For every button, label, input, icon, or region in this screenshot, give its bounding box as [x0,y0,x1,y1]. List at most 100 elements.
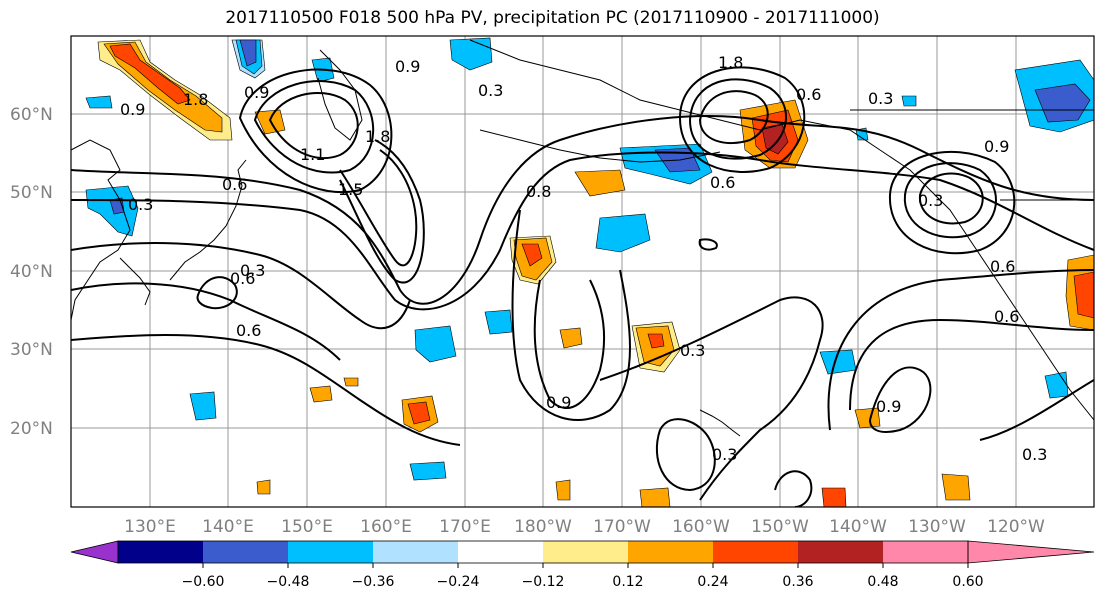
contour-line [918,172,984,225]
contour-line [869,366,932,433]
precip-patch [821,487,847,507]
colorbar-tick-label: −0.48 [267,574,310,590]
pv-contours [71,66,1094,507]
lon-label: 160°E [360,517,412,537]
contour-line [979,379,1094,441]
contour-label: 0.9 [120,100,145,119]
asia-coast [71,139,131,321]
lon-label: 150°E [281,517,333,537]
contour-label: 0.6 [990,257,1015,276]
colorbar-segment [373,541,458,563]
lon-label: 180°W [514,517,572,537]
contour-label: 0.6 [710,173,735,192]
colorbar-tick-label: −0.24 [437,574,480,590]
colorbar-tick-label: −0.36 [352,574,395,590]
lon-label: 140°W [829,517,887,537]
contour-label: 0.3 [868,89,893,108]
lon-label: 170°E [439,517,491,537]
precip-patch [647,333,665,349]
contour-line [849,318,1094,411]
colorbar-segment [118,541,203,563]
colorbar: −0.60 −0.48 −0.36 −0.24 −0.12 0.12 0.24 … [70,540,1095,590]
lon-label: 140°E [202,517,254,537]
colorbar-tick-label: −0.12 [522,574,565,590]
contour-label: 0.3 [680,341,705,360]
lon-label: 150°W [751,517,809,537]
precip-patch [639,487,671,507]
precip-patch [521,243,543,267]
colorbar-extend-min [70,540,119,564]
precip-patch [85,185,139,237]
contour-line [339,139,425,284]
contour-line [903,162,997,239]
contour-line [698,90,769,145]
precip-patch [343,377,359,387]
contour-label: 1.1 [300,145,325,164]
precip-patch [761,123,789,155]
contour-line [238,68,393,194]
precip-patch [407,401,431,425]
contour-line [827,269,1094,431]
precip-patch [414,325,457,363]
contour-label: 1.5 [338,180,363,199]
contour-label: 0.9 [244,83,269,102]
precip-patch [574,169,626,197]
contour-line [678,66,806,173]
lat-label: 40°N [10,262,53,282]
colorbar-segment [543,541,628,563]
north-america-coast [879,149,1094,421]
lon-label: 130°W [908,517,966,537]
precip-patch [854,407,881,429]
colorbar-segment [713,541,798,563]
lat-label: 30°N [10,340,53,360]
contour-label: 0.9 [984,137,1009,156]
lat-label: 20°N [10,419,53,439]
contour-line [888,150,1016,255]
contour-label: 0.3 [128,195,153,214]
contour-label: 0.6 [222,175,247,194]
contour-label: 0.9 [395,57,420,76]
lat-label: 50°N [10,183,53,203]
contour-line [71,151,1094,311]
contour-line [511,209,631,421]
contour-labels: 0.9 0.3 1.8 1.1 0.6 0.3 0.9 0.6 0.3 1.5 … [120,53,1047,464]
contour-line [698,238,718,251]
japan-coast [169,159,247,281]
contour-line [533,279,606,410]
contour-label: 0.3 [918,191,943,210]
contour-label: 0.9 [546,393,571,412]
contour-label: 0.3 [712,445,737,464]
precip-patch [595,213,651,253]
contour-label: 0.6 [994,307,1019,326]
colorbar-tick-label: 0.12 [612,574,643,590]
contour-line [253,80,375,174]
precip-patch [449,37,493,71]
contour-label: 0.9 [876,397,901,416]
precip-patch [189,391,217,421]
contour-label: 0.3 [1022,445,1047,464]
longitude-labels: 130°E 140°E 150°E 160°E 170°E 180°W 170°… [124,517,1045,537]
korea-coast [119,257,151,306]
contour-label: 0.6 [230,269,255,288]
precip-patch [109,43,191,105]
chart-title: 2017110500 F018 500 hPa PV, precipitatio… [225,8,880,28]
precip-patch [901,95,917,107]
contour-line [71,282,341,361]
contour-line [655,418,716,492]
contour-line [774,470,813,507]
colorbar-segment [628,541,713,563]
contour-line [268,91,359,160]
contour-line [71,334,461,446]
colorbar-tick-label: 0.36 [782,574,813,590]
precip-patch [85,95,113,109]
contour-label: 0.3 [478,81,503,100]
precip-patch [239,39,257,67]
lon-label: 160°W [672,517,730,537]
precip-patch [309,385,333,403]
colorbar-tick-label: −0.60 [182,574,225,590]
precip-patch [484,309,513,335]
colorbar-extend-max [967,540,1095,564]
colorbar-segment [798,541,883,563]
contour-line [339,149,418,267]
